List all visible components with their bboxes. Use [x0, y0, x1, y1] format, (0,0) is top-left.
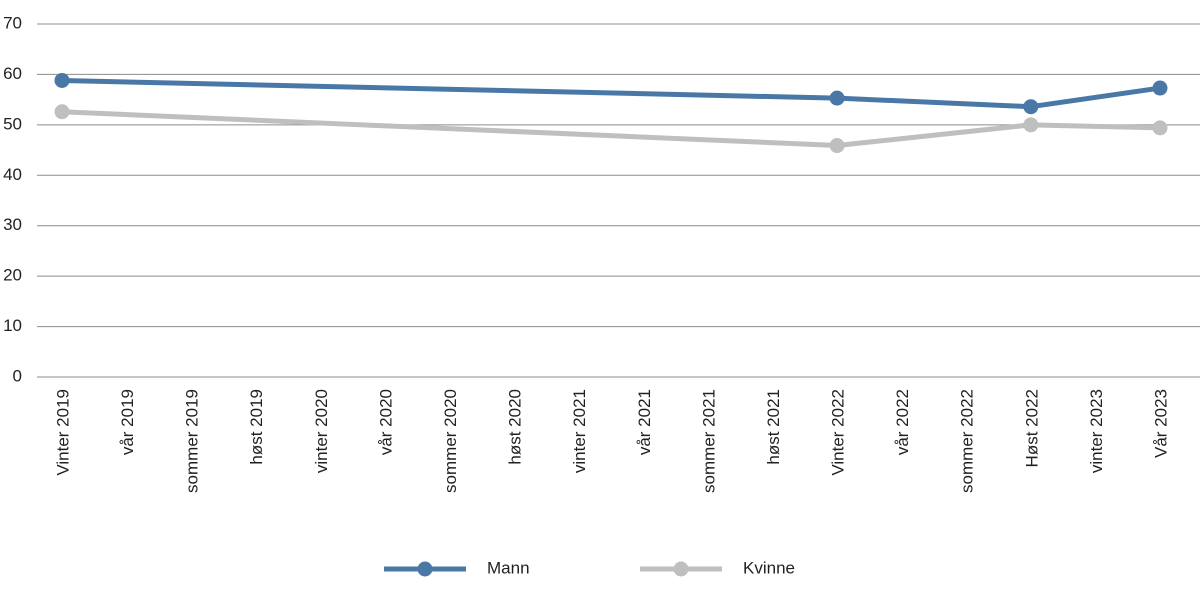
- x-tick-label: vår 2022: [893, 389, 912, 455]
- point: [829, 138, 845, 154]
- point: [54, 104, 70, 120]
- y-tick-label: 70: [3, 13, 22, 32]
- x-tick-label: høst 2020: [506, 389, 525, 465]
- x-tick-label: vinter 2020: [312, 389, 331, 473]
- y-tick-label: 60: [3, 64, 22, 83]
- x-tick-label: høst 2021: [764, 389, 783, 465]
- line-segment: [61, 77, 838, 101]
- legend-label: Kvinne: [743, 558, 795, 577]
- y-tick-label: 30: [3, 215, 22, 234]
- point: [54, 72, 70, 88]
- x-tick-label: sommer 2020: [441, 389, 460, 493]
- x-tick-label: sommer 2022: [958, 389, 977, 493]
- x-tick-label: Vinter 2019: [53, 389, 72, 476]
- x-tick-label: Vår 2023: [1151, 389, 1170, 458]
- x-tick-label: høst 2019: [247, 389, 266, 465]
- x-tick-label: vår 2019: [118, 389, 137, 455]
- line-segment: [61, 109, 838, 149]
- legend-marker: [417, 561, 433, 577]
- y-tick-label: 50: [3, 114, 22, 133]
- x-tick-label: vår 2021: [635, 389, 654, 455]
- legend-label: Mann: [487, 558, 530, 577]
- line-segment: [836, 122, 1032, 149]
- x-tick-label: Høst 2022: [1022, 389, 1041, 467]
- point: [1152, 80, 1168, 96]
- x-tick-label: sommer 2019: [183, 389, 202, 493]
- point: [829, 90, 845, 106]
- y-tick-label: 0: [13, 366, 22, 385]
- x-tick-label: vinter 2023: [1087, 389, 1106, 473]
- y-tick-label: 20: [3, 266, 22, 285]
- legend-marker: [673, 561, 689, 577]
- y-tick-label: 10: [3, 316, 22, 335]
- line-segment: [1030, 85, 1161, 110]
- line-segment: [836, 95, 1031, 110]
- point: [1023, 117, 1039, 133]
- x-tick-label: Vinter 2022: [829, 389, 848, 476]
- x-tick-label: vinter 2021: [570, 389, 589, 473]
- y-tick-label: 40: [3, 165, 22, 184]
- point: [1023, 99, 1039, 115]
- line-segment: [1030, 122, 1161, 131]
- point: [1152, 120, 1168, 136]
- x-tick-label: sommer 2021: [699, 389, 718, 493]
- x-tick-label: vår 2020: [376, 389, 395, 455]
